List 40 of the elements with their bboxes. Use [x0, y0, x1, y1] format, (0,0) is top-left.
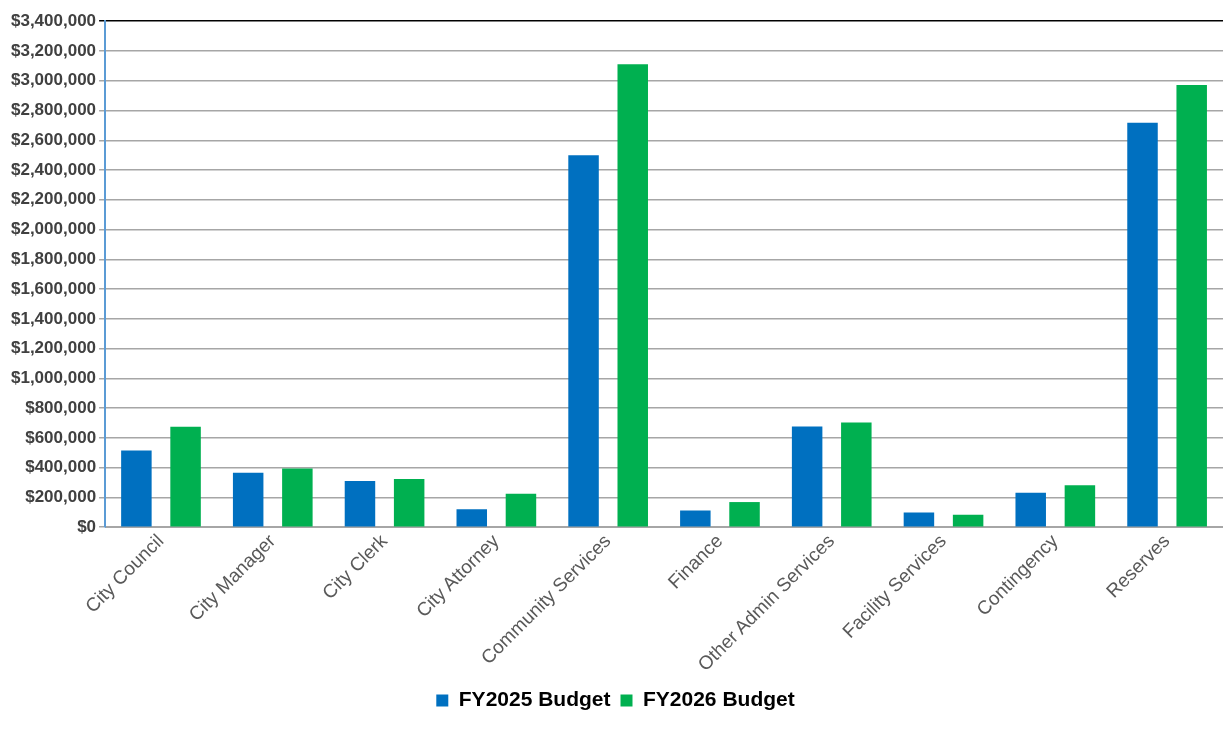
bar [841, 422, 872, 527]
y-tick-label: $200,000 [25, 487, 97, 507]
bar [282, 468, 313, 527]
bar [617, 64, 648, 527]
bar [121, 450, 152, 527]
bar [680, 510, 711, 527]
y-tick-label: $800,000 [25, 397, 97, 417]
bar [903, 512, 935, 527]
bar [568, 155, 599, 527]
bar [344, 481, 376, 527]
y-tick-label: $2,400,000 [10, 159, 97, 179]
y-tick-label: $3,400,000 [10, 10, 97, 30]
bar [505, 493, 537, 527]
y-tick-label: $1,000,000 [10, 368, 97, 388]
bar [456, 509, 488, 527]
y-tick-label: $400,000 [25, 457, 97, 477]
legend-label: FY2025 Budget [458, 687, 611, 711]
bar [393, 478, 425, 527]
bar [1176, 85, 1207, 527]
y-tick-label: $2,000,000 [10, 219, 97, 239]
bar [232, 472, 264, 527]
y-tick-label: $3,000,000 [10, 70, 97, 90]
y-tick-label: $2,800,000 [10, 100, 97, 120]
bar [791, 426, 823, 527]
y-tick-label: $1,400,000 [10, 308, 97, 328]
y-tick-label: $2,600,000 [10, 129, 97, 149]
legend-label: FY2026 Budget [643, 687, 795, 711]
y-tick-label: $600,000 [25, 427, 97, 447]
bar [729, 502, 760, 527]
y-tick-label: $1,800,000 [10, 249, 97, 269]
bar [1127, 122, 1158, 527]
y-tick-label: $1,200,000 [10, 338, 97, 358]
y-tick-label: $3,200,000 [10, 40, 97, 60]
bar [1015, 492, 1046, 527]
bar [1064, 485, 1096, 527]
y-tick-label: $1,600,000 [10, 278, 97, 298]
y-tick-label: $2,200,000 [10, 189, 97, 209]
bar [170, 426, 201, 527]
bar [952, 514, 984, 527]
y-tick-label: $0 [77, 516, 97, 536]
